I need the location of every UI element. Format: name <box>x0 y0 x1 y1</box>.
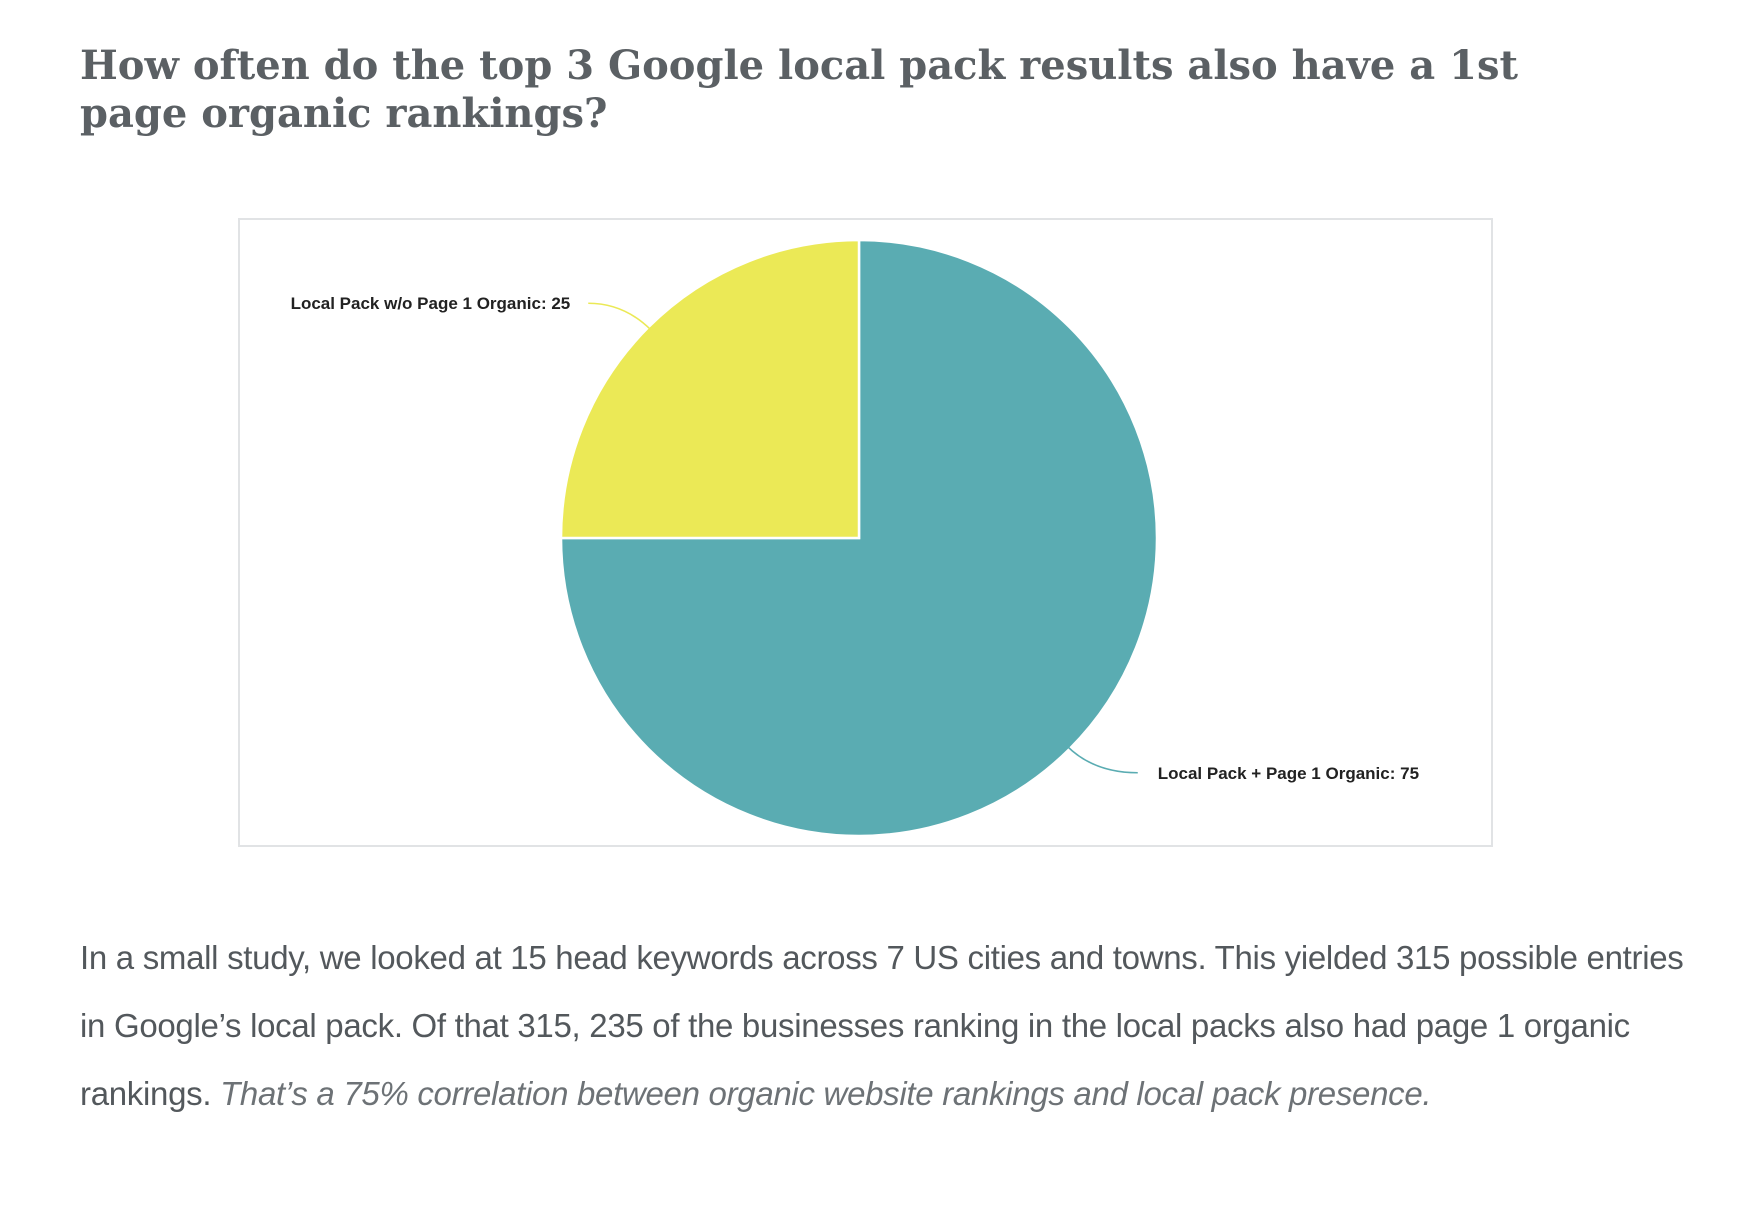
paragraph-main-text: In a small study, we looked at 15 head k… <box>80 939 1684 1112</box>
pie-slice-label-1: Local Pack + Page 1 Organic: 75 <box>1158 764 1419 783</box>
pie-leader-line-2 <box>588 302 652 331</box>
pie-slice-label-2: Local Pack w/o Page 1 Organic: 25 <box>291 294 571 313</box>
article-paragraph: In a small study, we looked at 15 head k… <box>80 924 1690 1128</box>
pie-chart-svg: Local Pack + Page 1 Organic: 75 Local Pac… <box>291 238 1419 838</box>
paragraph-emphasis-text: That’s a 75% correlation between organic… <box>220 1075 1432 1112</box>
pie-slice-2 <box>559 238 861 540</box>
pie-leader-line-1 <box>1066 745 1138 774</box>
pie-chart: Local Pack + Page 1 Organic: 75 Local Pac… <box>238 218 1493 847</box>
article-heading: How often do the top 3 Google local pack… <box>80 42 1518 137</box>
